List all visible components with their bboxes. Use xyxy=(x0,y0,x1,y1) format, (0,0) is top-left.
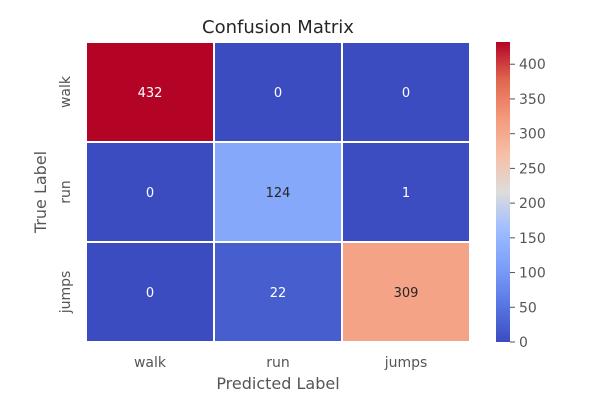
cell-value-label: 0 xyxy=(146,286,154,301)
heatmap-cell xyxy=(85,241,215,343)
colorbar-tick-label: 350 xyxy=(519,92,546,108)
cell-value-label: 309 xyxy=(394,286,419,301)
x-tick-label: run xyxy=(266,355,290,371)
cell-value-label: 22 xyxy=(270,286,287,301)
colorbar-tick-label: 150 xyxy=(519,231,546,247)
y-tick-label: run xyxy=(58,180,74,204)
cell-value-label: 1 xyxy=(402,186,410,201)
x-tick-labels: walk run jumps xyxy=(134,355,427,371)
x-axis-label: Predicted Label xyxy=(216,374,339,393)
colorbar-tick-label: 0 xyxy=(519,335,528,351)
cell-value-label: 432 xyxy=(138,86,163,101)
heatmap-cell xyxy=(213,241,343,343)
colorbar-tick-label: 200 xyxy=(519,196,546,212)
y-tick-label: jumps xyxy=(58,271,74,315)
colorbar-tick-label: 300 xyxy=(519,127,546,143)
heatmap-cell xyxy=(213,41,343,143)
cell-value-label: 124 xyxy=(266,186,291,201)
heatmap-cell xyxy=(341,141,471,243)
cell-value-label: 0 xyxy=(402,86,410,101)
colorbar-tick-label: 400 xyxy=(519,57,546,73)
colorbar-ticks: 0 50 100 150 200 250 300 350 400 xyxy=(510,57,546,351)
heatmap-cell xyxy=(341,41,471,143)
cell-value-label: 0 xyxy=(146,186,154,201)
heatmap-cell xyxy=(341,241,471,343)
chart-title: Confusion Matrix xyxy=(202,17,354,38)
y-axis-label: True Label xyxy=(31,151,50,234)
heatmap-cell xyxy=(85,41,215,143)
heatmap-cells xyxy=(85,41,471,343)
colorbar-tick-label: 50 xyxy=(519,300,537,316)
cell-value-label: 0 xyxy=(274,86,282,101)
x-tick-label: jumps xyxy=(384,355,428,371)
heatmap-annotations: 432 0 0 0 124 1 0 22 309 xyxy=(138,86,419,301)
colorbar-tick-label: 100 xyxy=(519,266,546,282)
y-tick-label: walk xyxy=(58,75,74,108)
colorbar-tick-label: 250 xyxy=(519,161,546,177)
x-tick-label: walk xyxy=(134,355,167,371)
colorbar xyxy=(496,42,510,342)
y-tick-labels: walk run jumps xyxy=(58,75,74,314)
